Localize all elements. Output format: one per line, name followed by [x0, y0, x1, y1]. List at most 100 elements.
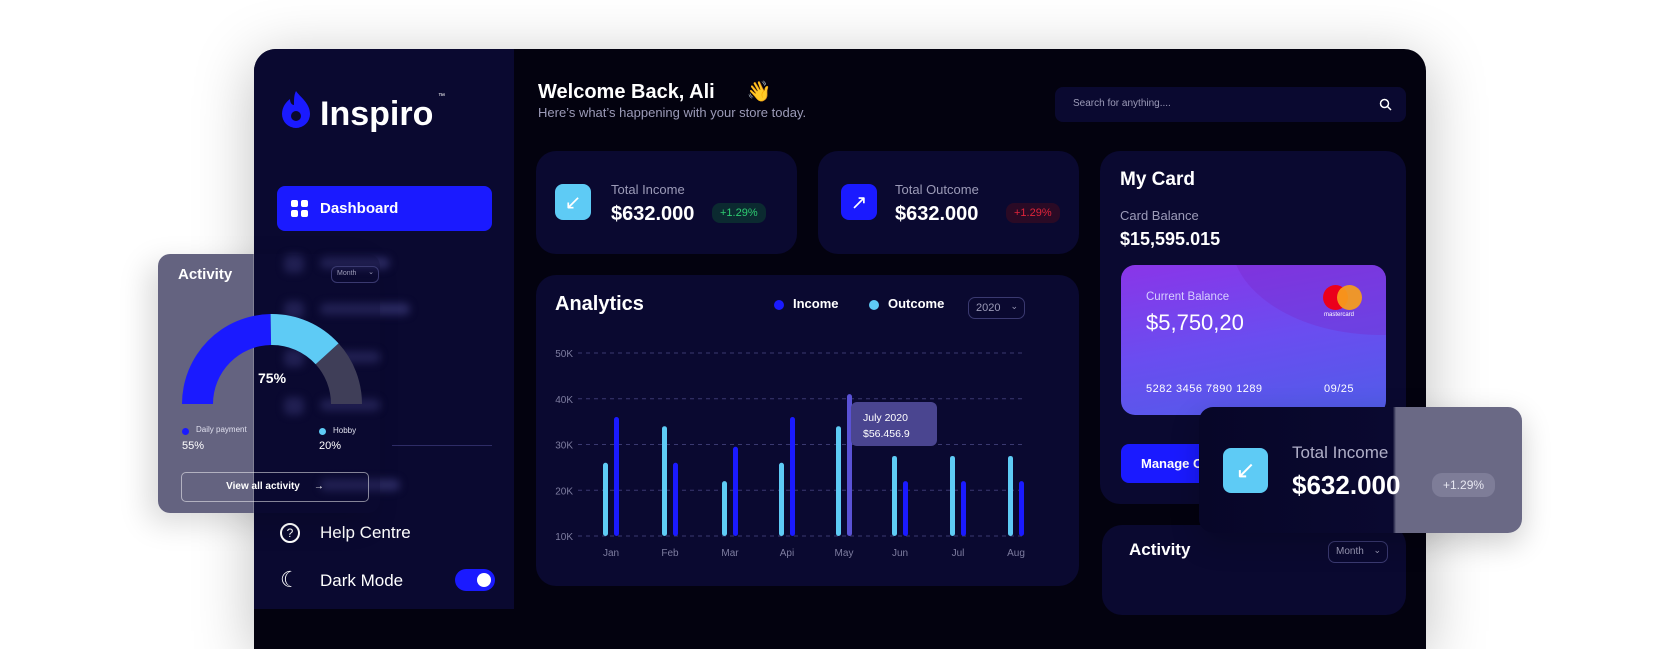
- arrow-down-left-icon: ↙: [555, 184, 591, 220]
- stat-label: Total Outcome: [895, 182, 979, 197]
- activity-gauge: [182, 314, 362, 404]
- gauge-percent: 75%: [258, 370, 287, 386]
- x-tick-label: Mar: [721, 548, 739, 559]
- trademark: ™: [438, 93, 445, 100]
- chart-tooltip: July 2020 $56.456.9: [851, 402, 937, 446]
- chevron-down-icon: ⌄: [1010, 301, 1018, 311]
- arrow-down-left-icon: ↙: [1223, 448, 1268, 493]
- stat-value: $632.000: [1292, 470, 1401, 500]
- card-balance-label: Card Balance: [1120, 208, 1199, 223]
- total-outcome-card: ↗ Total Outcome $632.000 +1.29%: [818, 151, 1079, 254]
- credit-card[interactable]: Current Balance $5,750,20 mastercard 528…: [1121, 265, 1386, 415]
- x-tick-label: Api: [780, 548, 794, 559]
- brand-name: Inspiro: [320, 95, 434, 133]
- total-income-card: ↙ Total Income $632.000 +1.29%: [536, 151, 797, 254]
- legend-income-label: Income: [793, 296, 839, 311]
- year-select[interactable]: 2020 ⌄: [968, 297, 1025, 319]
- legend-dot: [319, 428, 326, 435]
- card-expiry: 09/25: [1324, 383, 1355, 395]
- activity-card: Activity Month ⌄: [1102, 525, 1406, 615]
- legend-value: 55%: [182, 440, 205, 452]
- stat-label: Total Income: [611, 182, 685, 197]
- sidebar-item-help[interactable]: ? Help Centre: [280, 521, 480, 547]
- bar-outcome: [779, 462, 784, 536]
- analytics-chart: 10K 20K 30K 40K 50K Jan Feb Mar Api May Jun Jul Aug: [555, 349, 1025, 559]
- legend-income-dot: [774, 300, 784, 310]
- x-tick-label: Jul: [952, 548, 965, 559]
- sidebar-divider: [392, 445, 492, 446]
- arrow-up-right-icon: ↗: [841, 184, 877, 220]
- search-icon[interactable]: [1379, 98, 1392, 111]
- y-tick-label: 20K: [555, 486, 573, 497]
- view-all-activity-button[interactable]: View all activity →: [181, 472, 369, 502]
- gauge-daily-payment-segment: [182, 314, 272, 404]
- chevron-down-icon: ⌄: [368, 269, 374, 276]
- page-subtitle: Here’s what’s happening with your store …: [538, 105, 807, 120]
- legend-outcome-label: Outcome: [888, 296, 945, 311]
- tooltip-title: July 2020: [863, 412, 908, 424]
- help-icon: ?: [280, 523, 300, 543]
- sidebar-item-dashboard[interactable]: Dashboard: [277, 186, 492, 231]
- y-tick-label: 30K: [555, 441, 573, 452]
- y-tick-label: 40K: [555, 395, 573, 406]
- bar-outcome: [950, 455, 955, 536]
- bar-outcome: [892, 455, 897, 536]
- my-card-title: My Card: [1120, 169, 1195, 190]
- flame-logo-icon: [282, 91, 310, 128]
- bar-outcome: [1008, 455, 1013, 536]
- x-tick-label: Jan: [603, 548, 619, 559]
- floating-income-card: ↙ Total Income $632.000 +1.29%: [1199, 407, 1522, 533]
- sidebar-item-label: Dashboard: [320, 200, 399, 217]
- current-balance-label: Current Balance: [1146, 291, 1230, 303]
- card-number: 5282 3456 7890 1289: [1146, 383, 1263, 395]
- search-input[interactable]: Search for anything....: [1055, 87, 1406, 122]
- floating-activity-card: Activity Month ⌄ 75% Daily payment 55% Ho…: [158, 254, 380, 513]
- legend-label: Hobby: [333, 426, 357, 435]
- x-tick-label: Jun: [892, 548, 908, 559]
- bar-outcome: [603, 462, 608, 536]
- activity-title: Activity: [178, 266, 233, 283]
- search-placeholder: Search for anything....: [1073, 98, 1171, 109]
- tooltip-value: $56.456.9: [863, 428, 910, 440]
- gauge-remaining-segment: [315, 343, 362, 404]
- page-title: Welcome Back, Ali 👋: [538, 81, 772, 103]
- gauge-hobby-segment: [270, 314, 339, 365]
- card-network: mastercard: [1324, 312, 1355, 318]
- current-balance-value: $5,750,20: [1146, 310, 1244, 335]
- bar-income: [790, 417, 795, 536]
- moon-icon: ☾: [280, 567, 300, 592]
- bar-outcome: [722, 481, 727, 536]
- x-tick-label: Feb: [661, 548, 679, 559]
- legend-dot: [182, 428, 189, 435]
- y-tick-label: 50K: [555, 349, 573, 360]
- bar-income: [847, 394, 852, 536]
- legend-outcome-dot: [869, 300, 879, 310]
- analytics-card: Analytics Income Outcome 2020 ⌄: [536, 275, 1079, 586]
- activity-title: Activity: [1129, 540, 1191, 559]
- grid-icon: [291, 200, 308, 217]
- period-select[interactable]: Month ⌄: [1328, 541, 1388, 563]
- x-tick-label: Aug: [1007, 548, 1025, 559]
- sidebar-item-label: Help Centre: [320, 523, 411, 542]
- wave-emoji: 👋: [746, 81, 772, 103]
- analytics-title: Analytics: [555, 293, 644, 315]
- legend-label: Daily payment: [196, 425, 247, 434]
- dark-mode-toggle[interactable]: [455, 569, 495, 591]
- bar-income: [733, 446, 738, 536]
- arrow-right-icon: →: [313, 481, 324, 492]
- stat-change-badge: +1.29%: [1432, 473, 1496, 497]
- legend-value: 20%: [319, 440, 342, 452]
- bar-outcome: [662, 426, 667, 536]
- stat-value: $632.000: [895, 203, 979, 225]
- chevron-down-icon: ⌄: [1373, 545, 1381, 555]
- x-tick-label: May: [835, 548, 854, 559]
- y-tick-label: 10K: [555, 532, 573, 543]
- period-select[interactable]: Month ⌄: [331, 266, 379, 283]
- stat-label: Total Income: [1292, 443, 1389, 462]
- stat-value: $632.000: [611, 203, 695, 225]
- sidebar-item-label: Dark Mode: [320, 571, 404, 590]
- bar-outcome: [836, 426, 841, 536]
- card-balance-value: $15,595.015: [1120, 229, 1221, 249]
- bar-income: [673, 462, 678, 536]
- stat-change-badge: +1.29%: [1006, 203, 1060, 223]
